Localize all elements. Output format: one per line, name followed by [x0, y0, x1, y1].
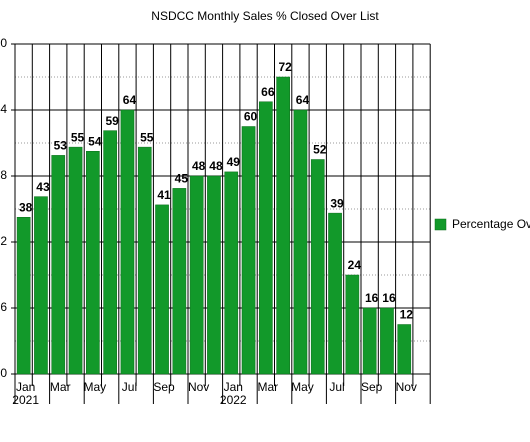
x-tick-label: Nov	[188, 380, 209, 394]
legend-label: Percentage Over List	[452, 217, 530, 231]
bar	[293, 109, 308, 375]
bar	[103, 130, 117, 375]
x-tick-label: Jul	[122, 380, 137, 394]
data-label: 43	[36, 180, 50, 194]
bar	[345, 274, 360, 375]
bar	[362, 307, 377, 375]
data-label: 55	[71, 130, 85, 144]
data-label: 48	[209, 159, 223, 173]
y-tick-label: 80	[0, 36, 7, 50]
data-label: 24	[348, 258, 362, 272]
x-tick-label: May	[84, 380, 107, 394]
data-label: 45	[175, 172, 189, 186]
data-label: 49	[227, 155, 241, 169]
bar	[207, 175, 221, 375]
bar	[189, 175, 204, 375]
data-label: 48	[192, 159, 206, 173]
data-label: 66	[261, 85, 275, 99]
bar	[51, 155, 66, 375]
data-label: 64	[296, 93, 310, 107]
x-tick-label: Sep	[361, 380, 383, 394]
bar	[34, 196, 48, 375]
bar	[155, 204, 169, 375]
x-tick-label: Mar	[258, 380, 279, 394]
data-label: 16	[365, 291, 379, 305]
bar	[310, 159, 325, 375]
data-label: 16	[382, 291, 396, 305]
y-tick-label: 32	[0, 234, 7, 248]
bar	[137, 146, 152, 375]
bar	[16, 217, 31, 375]
data-label: 53	[54, 139, 68, 153]
bar	[276, 76, 290, 375]
bar	[120, 109, 135, 375]
bar	[86, 151, 100, 375]
data-label: 55	[140, 130, 154, 144]
x-tick-label: Jan 2022	[220, 380, 247, 407]
data-label: 38	[19, 200, 33, 214]
bar	[380, 307, 394, 375]
x-tick-label: Jul	[329, 380, 344, 394]
data-label: 59	[105, 114, 119, 128]
bar	[241, 126, 256, 375]
chart-title: NSDCC Monthly Sales % Closed Over List	[151, 9, 379, 23]
x-tick-label: Mar	[50, 380, 71, 394]
data-label: 39	[330, 196, 344, 210]
x-tick-label: Nov	[396, 380, 417, 394]
data-label: 60	[244, 110, 258, 124]
bar	[68, 146, 83, 375]
data-label: 41	[157, 188, 171, 202]
data-label: 54	[88, 134, 102, 148]
bar	[259, 101, 273, 375]
bar	[172, 188, 187, 375]
data-label: 72	[278, 60, 292, 74]
x-tick-label: May	[291, 380, 314, 394]
data-label: 12	[400, 308, 414, 322]
y-tick-label: 16	[0, 300, 7, 314]
data-label: 52	[313, 143, 327, 157]
y-tick-label: 0	[0, 366, 7, 380]
bar	[328, 212, 342, 375]
data-label: 64	[123, 93, 137, 107]
y-tick-label: 64	[0, 102, 7, 116]
bar	[397, 324, 412, 375]
bar	[224, 171, 239, 375]
y-tick-label: 48	[0, 168, 7, 182]
legend-swatch	[434, 218, 447, 231]
x-tick-label: Jan 2021	[12, 380, 39, 407]
x-tick-label: Sep	[153, 380, 175, 394]
